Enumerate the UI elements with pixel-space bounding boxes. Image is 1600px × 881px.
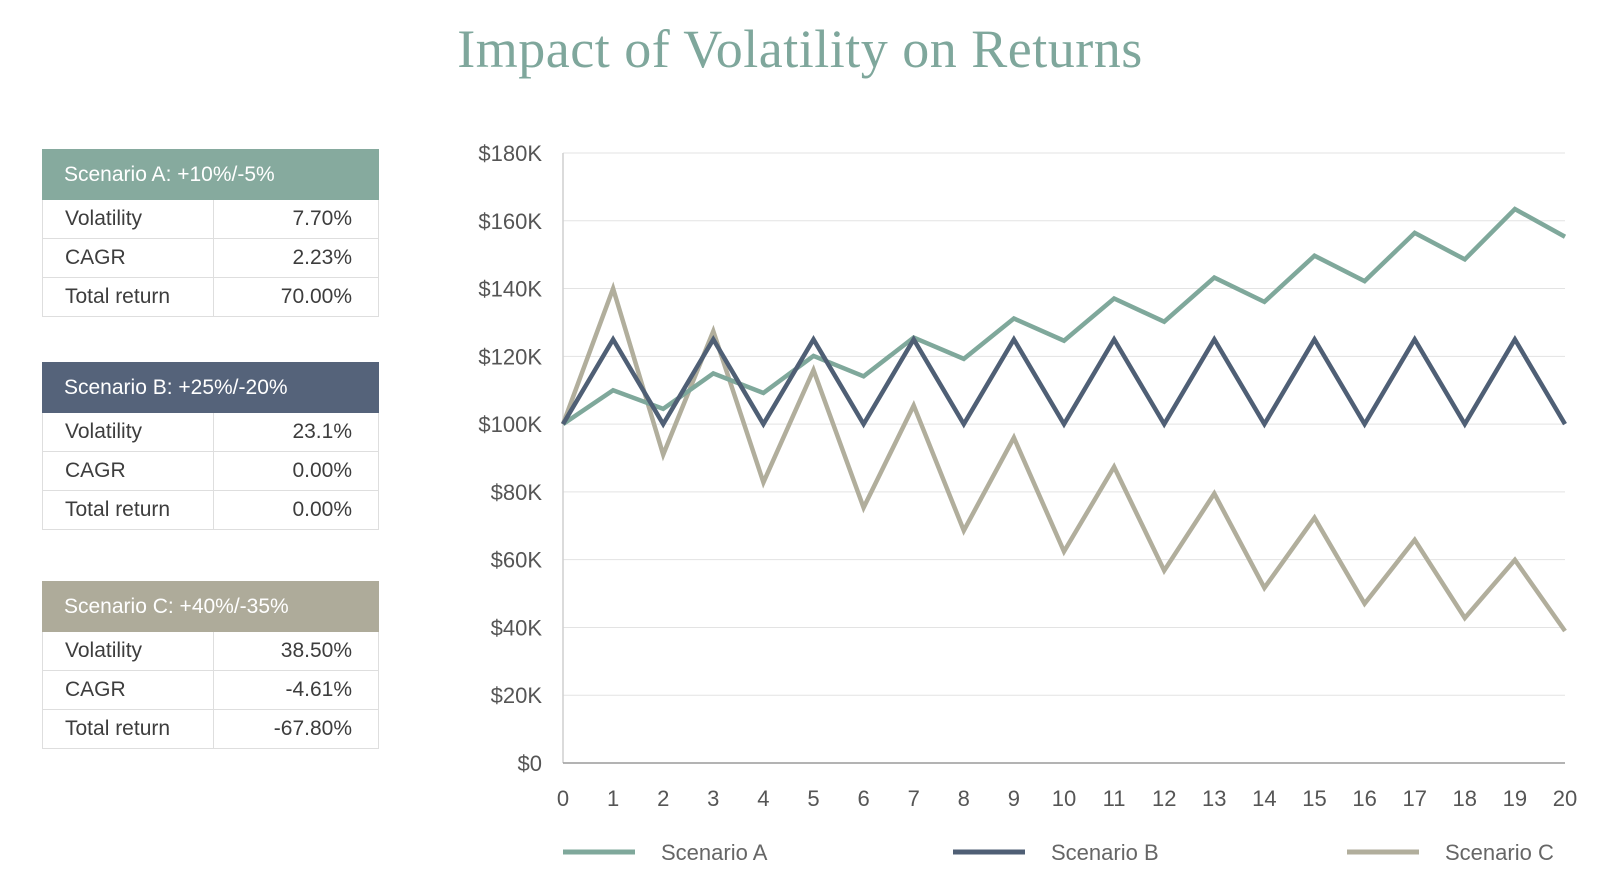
row-value: 38.50%	[280, 639, 352, 662]
row-label: Total return	[43, 710, 214, 748]
x-tick-label: 4	[757, 786, 769, 811]
y-tick-label: $0	[518, 751, 542, 776]
y-tick-label: $120K	[478, 344, 542, 369]
table-row: Total return 0.00%	[42, 491, 379, 530]
table-row: Volatility 23.1%	[42, 413, 379, 452]
row-value: 7.70%	[292, 207, 352, 230]
chart-title: Impact of Volatility on Returns	[457, 19, 1143, 79]
row-value: -4.61%	[285, 678, 352, 701]
x-tick-label: 8	[958, 786, 970, 811]
x-tick-label: 0	[557, 786, 569, 811]
row-label: Volatility	[43, 200, 214, 238]
table-row: Total return 70.00%	[42, 278, 379, 317]
table-row: Total return -67.80%	[42, 710, 379, 749]
x-tick-label: 10	[1052, 786, 1076, 811]
scenario-b-table: Scenario B: +25%/-20% Volatility 23.1% C…	[42, 362, 379, 530]
row-label: Volatility	[43, 413, 214, 451]
row-label: Total return	[43, 491, 214, 529]
x-tick-label: 7	[908, 786, 920, 811]
x-tick-label: 2	[657, 786, 669, 811]
y-tick-label: $160K	[478, 209, 542, 234]
table-row: CAGR 2.23%	[42, 239, 379, 278]
x-tick-label: 15	[1302, 786, 1326, 811]
x-tick-label: 1	[607, 786, 619, 811]
row-label: Volatility	[43, 632, 214, 670]
row-value: -67.80%	[273, 717, 352, 740]
y-tick-label: $100K	[478, 412, 542, 437]
table-row: CAGR -4.61%	[42, 671, 379, 710]
y-tick-label: $80K	[491, 480, 543, 505]
row-value: 0.00%	[292, 498, 352, 521]
x-tick-label: 5	[807, 786, 819, 811]
row-value: 70.00%	[280, 285, 352, 308]
table-row: CAGR 0.00%	[42, 452, 379, 491]
x-tick-label: 14	[1252, 786, 1276, 811]
row-value: 23.1%	[292, 420, 352, 443]
x-tick-label: 6	[857, 786, 869, 811]
scenario-b-header: Scenario B: +25%/-20%	[42, 362, 379, 413]
x-tick-label: 9	[1008, 786, 1020, 811]
legend-label: Scenario A	[661, 840, 768, 865]
row-label: CAGR	[43, 671, 214, 709]
scenario-a-header: Scenario A: +10%/-5%	[42, 149, 379, 200]
y-tick-label: $140K	[478, 277, 542, 302]
table-row: Volatility 7.70%	[42, 200, 379, 239]
scenario-c-header: Scenario C: +40%/-35%	[42, 581, 379, 632]
y-tick-label: $60K	[491, 548, 543, 573]
x-tick-label: 20	[1553, 786, 1577, 811]
x-tick-label: 17	[1402, 786, 1426, 811]
y-tick-label: $180K	[478, 141, 542, 166]
x-tick-label: 3	[707, 786, 719, 811]
x-tick-label: 16	[1352, 786, 1376, 811]
x-tick-label: 18	[1453, 786, 1477, 811]
x-tick-label: 12	[1152, 786, 1176, 811]
x-tick-label: 13	[1202, 786, 1226, 811]
row-label: CAGR	[43, 452, 214, 490]
row-value: 2.23%	[292, 246, 352, 269]
series-line-scenario-b	[561, 334, 1567, 429]
table-row: Volatility 38.50%	[42, 632, 379, 671]
x-tick-label: 19	[1503, 786, 1527, 811]
series-line-scenario-a	[561, 206, 1567, 426]
row-label: CAGR	[43, 239, 214, 277]
row-label: Total return	[43, 278, 214, 316]
legend-label: Scenario B	[1051, 840, 1159, 865]
legend-label: Scenario C	[1445, 840, 1554, 865]
y-tick-label: $20K	[491, 683, 543, 708]
x-tick-label: 11	[1103, 786, 1126, 811]
y-tick-label: $40K	[491, 615, 543, 640]
scenario-c-table: Scenario C: +40%/-35% Volatility 38.50% …	[42, 581, 379, 749]
scenario-a-table: Scenario A: +10%/-5% Volatility 7.70% CA…	[42, 149, 379, 317]
row-value: 0.00%	[292, 459, 352, 482]
